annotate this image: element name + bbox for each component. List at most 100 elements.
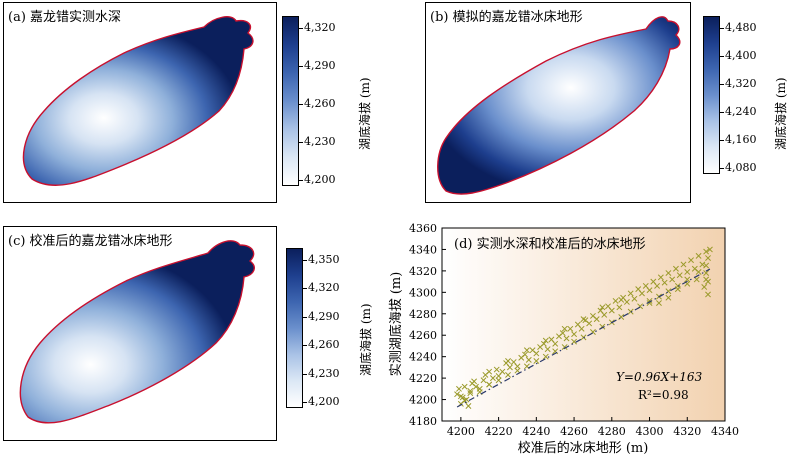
scatter-point xyxy=(608,307,615,314)
x-tick-label: 4340 xyxy=(711,425,739,438)
scatter-point xyxy=(593,316,600,323)
scatter-point xyxy=(471,378,478,385)
panel-a-lake-map xyxy=(22,16,254,186)
panel-a-colorbar-tick-mark xyxy=(299,104,303,105)
scatter-point xyxy=(514,367,521,374)
x-tick-label: 4240 xyxy=(522,425,550,438)
panel-c-lake-map xyxy=(19,240,255,424)
scatter-point xyxy=(646,287,653,294)
panel-a-colorbar-tick-label: 4,320 xyxy=(304,21,336,34)
scatter-point xyxy=(561,344,568,350)
panel-b-colorbar-label: 湖底海拔 (m) xyxy=(774,77,788,150)
panel-c-colorbar-tick-label: 4,350 xyxy=(308,253,340,266)
scatter-point xyxy=(495,377,502,384)
panel-c-frame: (c) 校准后的嘉龙错冰床地形 xyxy=(3,226,277,441)
panel-b-colorbar-tick-label: 4,480 xyxy=(725,21,757,34)
scatter-point xyxy=(703,276,710,283)
x-tick-label: 4200 xyxy=(447,425,475,438)
y-tick-label: 4280 xyxy=(409,308,437,321)
scatter-point xyxy=(701,284,708,290)
scatter-point xyxy=(601,311,608,318)
panel-b-colorbar-tick-mark xyxy=(720,84,724,85)
panel-c-colorbar-tick-label: 4,200 xyxy=(308,395,340,408)
scatter-point xyxy=(473,383,479,390)
panel-c-colorbar-label: 湖底海拔 (m) xyxy=(359,303,373,376)
panel-c-colorbar-tick-mark xyxy=(303,402,307,403)
panel-c-colorbar-tick-label: 4,320 xyxy=(308,281,340,295)
panel-a-colorbar-tick-label: 4,230 xyxy=(304,135,336,148)
panel-c-lake-shape xyxy=(19,240,255,424)
scatter-point xyxy=(684,276,691,283)
panel-a-colorbar-tick-label: 4,290 xyxy=(304,59,336,72)
panel-b-colorbar-tick-label: 4,400 xyxy=(725,49,757,62)
scatter-point xyxy=(505,371,511,378)
panel-c-colorbar xyxy=(286,248,303,408)
scatter-point xyxy=(661,279,668,286)
panel-b-colorbar-tick-mark xyxy=(720,140,724,141)
panel-d-fit-line xyxy=(456,268,711,408)
y-tick-label: 4240 xyxy=(409,351,437,364)
panel-b-frame: (b) 模拟的嘉龙错冰床地形 xyxy=(425,2,691,203)
scatter-point xyxy=(561,325,568,332)
scatter-point xyxy=(676,272,683,279)
panel-c-colorbar-tick-mark xyxy=(303,288,307,290)
panel-b-colorbar-tick-label: 4,320 xyxy=(725,77,757,90)
scatter-point xyxy=(542,337,549,344)
panel-b-lake-map xyxy=(437,16,681,195)
scatter-point xyxy=(672,265,679,272)
scatter-point xyxy=(656,300,662,307)
scatter-point xyxy=(563,335,570,342)
y-tick-label: 4220 xyxy=(409,372,437,385)
panel-c-colorbar-tick-label: 4,260 xyxy=(308,338,340,352)
scatter-point xyxy=(542,353,549,360)
panel-b-colorbar-tick-mark xyxy=(720,28,724,29)
scatter-point xyxy=(612,297,619,304)
panel-a-colorbar-tick-mark xyxy=(299,180,303,181)
scatter-point xyxy=(465,403,472,409)
panel-a-frame: (a) 嘉龙错实测水深 xyxy=(3,2,277,203)
panel-a-colorbar-tick-mark xyxy=(299,142,303,143)
scatter-point xyxy=(544,346,551,353)
scatter-point xyxy=(578,325,585,332)
scatter-point xyxy=(669,276,676,283)
scatter-point xyxy=(506,364,513,371)
x-tick-label: 4220 xyxy=(485,425,513,438)
panel-b-colorbar-tick-label: 4,080 xyxy=(725,161,757,174)
x-tick-label: 4260 xyxy=(560,425,588,438)
panel-d-xlabel: 校准后的冰床地形 (m) xyxy=(518,440,649,456)
panel-b-colorbar-tick-mark xyxy=(720,56,724,57)
scatter-point xyxy=(467,388,474,394)
panel-c-colorbar-tick-mark xyxy=(303,260,307,261)
scatter-point xyxy=(486,381,493,388)
panel-c-colorbar-tick-mark xyxy=(303,316,307,318)
panel-c-colorbar-tick-label: 4,230 xyxy=(308,366,340,380)
scatter-point xyxy=(695,252,702,259)
panel-b-colorbar-tick-mark xyxy=(720,168,724,169)
scatter-point xyxy=(571,331,578,338)
panel-d-r2: R²=0.98 xyxy=(638,388,689,402)
scatter-point xyxy=(540,340,547,347)
scatter-point xyxy=(486,368,493,375)
scatter-point xyxy=(699,261,706,268)
x-tick-label: 4280 xyxy=(598,425,626,438)
scatter-point xyxy=(654,282,661,289)
y-tick-label: 4300 xyxy=(409,286,437,299)
scatter-point xyxy=(618,296,625,303)
scatter-point xyxy=(665,294,672,301)
scatter-point xyxy=(703,262,710,269)
panel-a-lake-shape xyxy=(22,16,254,186)
scatter-point xyxy=(489,375,496,382)
y-tick-label: 4360 xyxy=(409,222,437,235)
scatter-point xyxy=(461,383,468,390)
scatter-point xyxy=(533,358,540,364)
panel-a-colorbar-tick-label: 4,260 xyxy=(304,97,336,110)
scatter-point xyxy=(695,269,702,275)
scatter-point xyxy=(631,295,638,302)
scatter-point xyxy=(703,248,710,255)
panel-a-colorbar-tick-label: 4,200 xyxy=(304,173,336,186)
scatter-point xyxy=(493,366,500,373)
scatter-point xyxy=(703,270,710,276)
panel-c-title: (c) 校准后的嘉龙错冰床地形 xyxy=(8,234,173,249)
panel-d-ylabel: 实测湖底海拔 (m) xyxy=(388,272,404,377)
panel-a-colorbar-tick-mark xyxy=(299,66,303,67)
